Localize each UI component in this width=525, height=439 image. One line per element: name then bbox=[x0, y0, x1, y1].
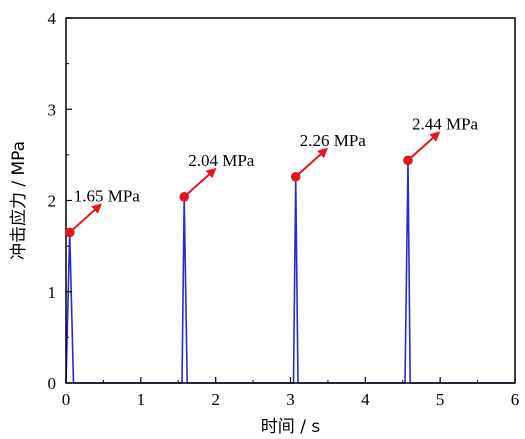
peak-marker bbox=[403, 155, 413, 166]
y-tick-label: 1 bbox=[48, 283, 57, 302]
peak-marker bbox=[290, 171, 301, 182]
peak-label: 1.65 MPa bbox=[74, 186, 141, 205]
peak-label: 2.44 MPa bbox=[412, 114, 479, 133]
peak-marker bbox=[179, 192, 190, 202]
peak-marker bbox=[64, 227, 75, 238]
y-tick-label: 0 bbox=[48, 374, 57, 393]
peak-label: 2.26 MPa bbox=[300, 131, 367, 150]
x-tick-label: 5 bbox=[436, 390, 445, 409]
y-axis: 0 1 2 3 4 bbox=[48, 9, 72, 393]
x-tick-label: 4 bbox=[361, 390, 370, 409]
peak-arrow bbox=[296, 147, 328, 177]
x-tick-label: 3 bbox=[286, 390, 295, 409]
peak-arrow bbox=[408, 131, 441, 161]
x-tick-label: 0 bbox=[62, 390, 71, 409]
x-axis: 0 1 2 3 4 5 6 bbox=[62, 377, 520, 409]
peak-arrow bbox=[184, 167, 217, 197]
y-tick-label: 2 bbox=[48, 192, 57, 211]
peak-annotations: 1.65 MPa 2.04 MPa 2.26 MPa 2.44 MPa bbox=[64, 114, 479, 238]
y-tick-label: 4 bbox=[48, 9, 57, 28]
x-tick-label: 1 bbox=[137, 390, 146, 409]
peak-arrow bbox=[70, 203, 102, 233]
x-tick-label: 2 bbox=[211, 390, 220, 409]
y-axis-title: 冲击应力 / MPa bbox=[9, 141, 29, 260]
y-tick-label: 3 bbox=[48, 100, 57, 119]
x-axis-title: 时间 / s bbox=[261, 417, 321, 437]
peak-label: 2.04 MPa bbox=[188, 151, 255, 170]
x-tick-label: 6 bbox=[511, 390, 520, 409]
